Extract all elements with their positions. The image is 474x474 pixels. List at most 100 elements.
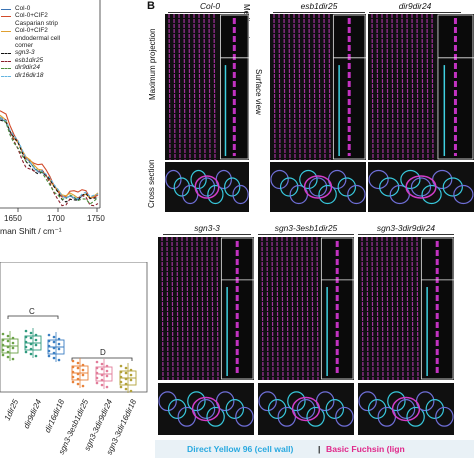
- micrograph-texture: [168, 14, 249, 160]
- box-point: [57, 358, 61, 362]
- box-point: [105, 369, 109, 373]
- box-point: [100, 383, 104, 387]
- box-point: [100, 378, 104, 382]
- box-point: [24, 345, 28, 349]
- box-point: [100, 373, 104, 377]
- legend-swatch: [1, 75, 11, 77]
- box-point: [81, 373, 85, 377]
- cross-section-sgn3-3esb1dir25: [258, 383, 354, 435]
- box-point: [52, 351, 56, 355]
- box-point: [76, 382, 80, 386]
- box-point: [95, 381, 99, 385]
- legend-swatch: [1, 60, 11, 62]
- box-point: [47, 339, 51, 343]
- box-point: [47, 354, 51, 358]
- micrograph-texture: [158, 391, 254, 427]
- box-point: [11, 357, 15, 361]
- box-point: [100, 367, 104, 371]
- legend-swatch: [1, 9, 11, 10]
- box-point: [81, 384, 85, 388]
- box-point: [81, 368, 85, 372]
- box-point: [124, 371, 128, 375]
- box-point: [34, 343, 38, 347]
- micrograph-texture: [258, 391, 354, 427]
- label-surface-view: Surface view: [254, 69, 263, 115]
- stain-dy96: Direct Yellow 96 (cell wall): [187, 444, 294, 454]
- raman-spectrum-plot: [0, 0, 101, 212]
- box-point: [1, 338, 5, 342]
- micrograph-sgn3-3esb1dir25-max: [258, 237, 354, 380]
- box-point: [71, 365, 75, 369]
- box-point: [95, 366, 99, 370]
- legend-swatch: [1, 31, 11, 33]
- micrograph-texture: [161, 237, 254, 380]
- box-point: [1, 343, 5, 347]
- spectrum-line: [0, 117, 99, 200]
- cross-section-dir9dir24: [368, 162, 474, 212]
- genotype-sgn3-3: sgn3-3: [194, 223, 220, 233]
- genotype-sgn3-3dir9dir24: sgn3-3dir9dir24: [376, 223, 436, 233]
- legend-entry: endodermal cell: [15, 34, 61, 42]
- box-point: [24, 329, 28, 333]
- box-point: [6, 339, 10, 343]
- cross-section-col0: [165, 162, 249, 212]
- box-point: [29, 342, 33, 346]
- stain-separator: |: [318, 444, 321, 454]
- micrograph-texture: [358, 391, 454, 427]
- legend-entry: dir16dir18: [1, 72, 101, 79]
- box-point: [76, 361, 80, 365]
- box-point: [34, 338, 38, 342]
- box-point: [105, 364, 109, 368]
- box-point: [76, 377, 80, 381]
- box-point: [1, 332, 5, 336]
- box-point: [71, 375, 75, 379]
- box-point: [29, 331, 33, 335]
- spectrum-line: [0, 110, 99, 199]
- box-point: [124, 382, 128, 386]
- micrograph-col0-max: [165, 14, 249, 160]
- panel-b-letter: B: [147, 0, 155, 12]
- box-point: [1, 353, 5, 357]
- box-point: [34, 333, 38, 337]
- legend-swatch: [1, 68, 11, 70]
- box-point: [119, 364, 123, 368]
- x-tick-1700: 1700: [47, 214, 65, 223]
- box-point: [52, 346, 56, 350]
- stain-bf: Basic Fuchsin (lign: [326, 444, 405, 454]
- legend-entry: dir9dir24: [1, 64, 101, 71]
- spectrum-line: [0, 117, 99, 201]
- box-point: [95, 371, 99, 375]
- label-cross-section: Cross section: [147, 159, 156, 208]
- legend-entry: Casparian strip: [15, 19, 58, 27]
- box-point: [105, 385, 109, 389]
- legend-entry: corner: [15, 42, 34, 50]
- box-point: [57, 342, 61, 346]
- box-point: [71, 370, 75, 374]
- box-point: [129, 373, 133, 377]
- box-point: [76, 372, 80, 376]
- box-point: [105, 374, 109, 378]
- box-point: [29, 352, 33, 356]
- genotype-dir9dir24: dir9dir24: [398, 1, 432, 11]
- box-point: [24, 350, 28, 354]
- box-point: [34, 354, 38, 358]
- box-point: [52, 356, 56, 360]
- micrograph-texture: [368, 169, 474, 205]
- micrograph-dir9dir24-max: [368, 14, 474, 160]
- box-point: [119, 370, 123, 374]
- stain-legend: Direct Yellow 96 (cell wall) | Basic Fuc…: [155, 440, 474, 458]
- micrograph-sgn3-3dir9dir24-max: [358, 237, 454, 380]
- box-point: [29, 336, 33, 340]
- genotype-col-0: Col-0: [199, 1, 220, 11]
- cross-section-esb1dir25: [270, 162, 366, 212]
- legend-entry: Col-0+CIF2: [1, 27, 101, 34]
- micrograph-texture: [361, 237, 454, 380]
- box-point: [76, 366, 80, 370]
- box-point: [95, 376, 99, 380]
- spectrum-line: [0, 116, 99, 205]
- box-point: [6, 345, 10, 349]
- cross-section-sgn3-3dir9dir24: [358, 383, 454, 435]
- box-point: [129, 368, 133, 372]
- box-point: [124, 366, 128, 370]
- group-label-c: C: [29, 307, 35, 316]
